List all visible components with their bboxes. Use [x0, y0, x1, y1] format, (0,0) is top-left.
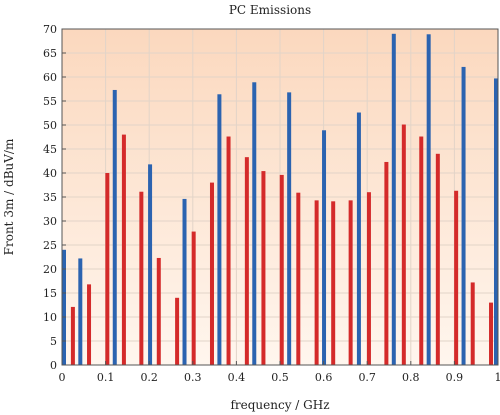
- x-tick-label: 0.2: [140, 371, 158, 384]
- y-tick-label: 15: [43, 287, 57, 300]
- x-tick-label: 0.1: [97, 371, 115, 384]
- bar-series-2: [70, 306, 75, 365]
- y-tick-label: 0: [50, 359, 57, 372]
- bar-series-2: [226, 136, 231, 365]
- bar-series-2: [87, 284, 92, 365]
- y-axis-label: Front 3m / dBuV/m: [2, 138, 16, 255]
- bars: [62, 33, 498, 366]
- bar-series-1: [356, 112, 361, 366]
- x-tick-label: 1: [495, 371, 500, 384]
- bar-series-2: [419, 136, 424, 365]
- x-tick-label: 0.8: [402, 371, 420, 384]
- chart-title: PC Emissions: [229, 3, 311, 17]
- y-tick-label: 45: [43, 143, 57, 156]
- bar-series-2: [296, 192, 301, 365]
- bar-series-2: [139, 191, 144, 365]
- bar-series-1: [217, 94, 222, 365]
- y-tick-label: 65: [43, 47, 57, 60]
- y-tick-label: 25: [43, 239, 57, 252]
- bar-series-1: [461, 66, 466, 366]
- bar-series-2: [156, 257, 161, 365]
- bar-series-1: [252, 82, 257, 365]
- bar-series-2: [366, 192, 371, 365]
- bar-series-1: [78, 258, 83, 365]
- bar-series-2: [314, 200, 319, 365]
- bar-series-2: [105, 173, 110, 365]
- bar-series-2: [454, 190, 459, 365]
- bar-series-1: [148, 164, 153, 365]
- x-tick-label: 0.9: [446, 371, 464, 384]
- bar-series-2: [261, 171, 266, 365]
- y-tick-label: 50: [43, 119, 57, 132]
- y-tick-label: 10: [43, 311, 57, 324]
- bar-series-2: [209, 182, 214, 365]
- bar-series-2: [175, 297, 180, 365]
- bar-series-1: [182, 198, 187, 365]
- y-tick-label: 30: [43, 215, 57, 228]
- bar-series-2: [191, 231, 196, 365]
- x-tick-label: 0.3: [184, 371, 202, 384]
- x-tick-label: 0: [59, 371, 66, 384]
- x-tick-label: 0.4: [228, 371, 246, 384]
- bar-series-1: [426, 34, 431, 365]
- x-axis-label: frequency / GHz: [230, 398, 329, 412]
- x-tick-label: 0.5: [271, 371, 289, 384]
- y-tick-label: 55: [43, 95, 57, 108]
- bar-series-2: [384, 161, 389, 365]
- y-tick-label: 20: [43, 263, 57, 276]
- bar-series-1: [391, 33, 396, 366]
- bar-series-1: [62, 249, 66, 365]
- bar-series-2: [489, 302, 494, 365]
- x-tick-label: 0.7: [358, 371, 376, 384]
- x-tick-label: 0.6: [315, 371, 333, 384]
- bar-series-2: [121, 134, 126, 365]
- y-tick-label: 60: [43, 71, 57, 84]
- bar-series-1: [112, 89, 117, 366]
- bar-series-2: [331, 201, 336, 365]
- bar-series-2: [435, 153, 440, 365]
- bar-series-2: [470, 282, 475, 365]
- y-tick-label: 40: [43, 167, 57, 180]
- bar-series-2: [244, 157, 249, 365]
- bar-series-1: [287, 92, 292, 366]
- bar-series-2: [348, 200, 353, 365]
- y-tick-label: 35: [43, 191, 57, 204]
- bar-series-2: [401, 124, 406, 366]
- bar-series-1: [322, 130, 327, 365]
- y-tick-label: 5: [50, 335, 57, 348]
- y-tick-label: 70: [43, 23, 57, 36]
- axis-ticks: 0 5 10 15 20 25 30 35 40 45 50 55 60 65 70 0 0.1 0.2 0.3 0.…: [43, 23, 500, 384]
- bar-series-2: [279, 174, 284, 365]
- bar-series-1: [494, 78, 498, 365]
